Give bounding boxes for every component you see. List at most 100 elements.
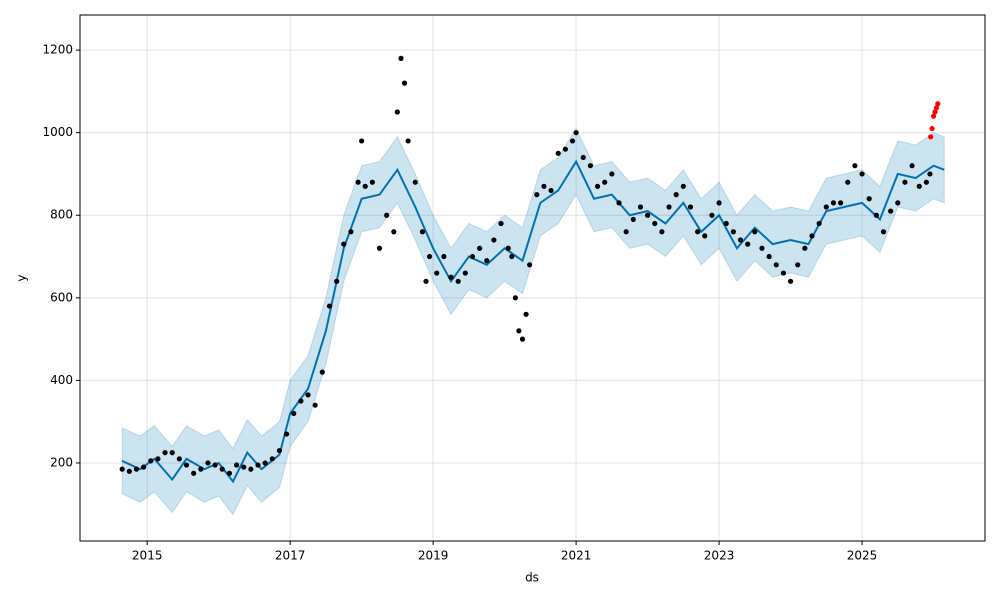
data-point bbox=[291, 410, 297, 417]
data-point bbox=[126, 468, 132, 474]
data-point bbox=[859, 171, 865, 177]
data-point bbox=[880, 229, 887, 235]
data-point bbox=[680, 183, 686, 189]
forecast-line bbox=[121, 159, 945, 484]
data-point bbox=[609, 171, 615, 177]
data-point bbox=[737, 237, 744, 243]
data-point bbox=[773, 262, 779, 268]
data-point bbox=[509, 253, 515, 260]
data-point bbox=[226, 470, 233, 476]
data-point bbox=[405, 138, 411, 144]
data-point bbox=[555, 150, 561, 156]
data-point bbox=[716, 200, 722, 206]
x-tick-label: 2015 bbox=[132, 549, 163, 563]
data-point bbox=[830, 200, 837, 206]
data-point bbox=[141, 464, 147, 470]
data-point bbox=[384, 212, 390, 218]
data-point bbox=[623, 229, 629, 235]
data-point bbox=[795, 262, 801, 268]
data-point bbox=[498, 220, 504, 227]
data-point bbox=[169, 450, 175, 456]
data-point bbox=[219, 466, 225, 472]
data-point bbox=[602, 179, 608, 185]
data-point bbox=[787, 278, 794, 284]
data-point bbox=[505, 245, 511, 251]
data-point bbox=[398, 55, 404, 61]
data-point bbox=[923, 179, 929, 185]
data-point bbox=[548, 187, 554, 194]
data-point bbox=[888, 208, 894, 214]
uncertainty-band bbox=[121, 127, 945, 516]
data-point bbox=[527, 262, 533, 268]
data-point bbox=[255, 462, 261, 468]
data-point bbox=[477, 245, 483, 251]
y-axis-label: y bbox=[15, 274, 29, 281]
data-point bbox=[269, 456, 275, 462]
data-point bbox=[780, 270, 787, 276]
data-point bbox=[341, 241, 347, 247]
data-point bbox=[630, 216, 636, 222]
data-point bbox=[434, 270, 440, 276]
data-point bbox=[362, 183, 368, 189]
data-point bbox=[212, 462, 218, 468]
data-point bbox=[523, 311, 529, 317]
x-tick-label: 2021 bbox=[561, 549, 592, 563]
data-point bbox=[298, 398, 304, 404]
data-point bbox=[569, 138, 576, 144]
data-point bbox=[594, 183, 601, 189]
data-point bbox=[928, 134, 934, 140]
data-point bbox=[562, 146, 568, 152]
y-tick-label: 200 bbox=[50, 455, 73, 469]
data-point bbox=[448, 274, 454, 280]
x-tick-label: 2025 bbox=[847, 549, 878, 563]
data-point bbox=[930, 113, 937, 119]
x-tick-label: 2019 bbox=[418, 549, 449, 563]
y-tick-label: 1000 bbox=[42, 125, 73, 139]
data-point bbox=[637, 204, 644, 210]
data-point bbox=[191, 470, 197, 476]
data-point bbox=[866, 196, 872, 202]
data-point bbox=[376, 245, 383, 251]
data-point bbox=[580, 154, 586, 161]
data-point bbox=[895, 200, 901, 206]
data-point bbox=[730, 229, 736, 235]
data-point bbox=[455, 278, 461, 284]
data-point bbox=[929, 125, 935, 132]
data-point bbox=[183, 462, 190, 468]
data-point bbox=[587, 163, 594, 169]
y-tick-label: 600 bbox=[50, 290, 73, 304]
data-point bbox=[745, 241, 751, 247]
data-point bbox=[752, 229, 758, 235]
data-point bbox=[441, 253, 447, 260]
data-point bbox=[312, 402, 318, 408]
data-point bbox=[902, 179, 908, 185]
data-point bbox=[198, 466, 204, 472]
data-point bbox=[845, 179, 851, 185]
data-point bbox=[519, 336, 526, 342]
data-point bbox=[933, 105, 939, 111]
data-point bbox=[462, 270, 468, 276]
plot-frame bbox=[79, 14, 986, 542]
data-point bbox=[759, 245, 765, 251]
data-point bbox=[276, 447, 283, 454]
data-point bbox=[334, 278, 340, 284]
x-tick-label: 2023 bbox=[704, 549, 735, 563]
data-point bbox=[823, 204, 829, 210]
data-point bbox=[176, 456, 182, 462]
data-point bbox=[659, 229, 665, 235]
data-point bbox=[644, 212, 651, 218]
data-point bbox=[652, 220, 658, 227]
data-point bbox=[838, 200, 844, 206]
data-point bbox=[155, 456, 161, 462]
data-point bbox=[852, 163, 858, 169]
data-point bbox=[673, 191, 679, 198]
data-point bbox=[241, 464, 247, 470]
x-axis-label: ds bbox=[525, 571, 539, 585]
data-point bbox=[935, 101, 941, 107]
data-point bbox=[695, 229, 701, 235]
data-point bbox=[723, 220, 729, 227]
data-point bbox=[666, 204, 672, 210]
data-point bbox=[148, 458, 154, 464]
data-point bbox=[541, 183, 547, 189]
